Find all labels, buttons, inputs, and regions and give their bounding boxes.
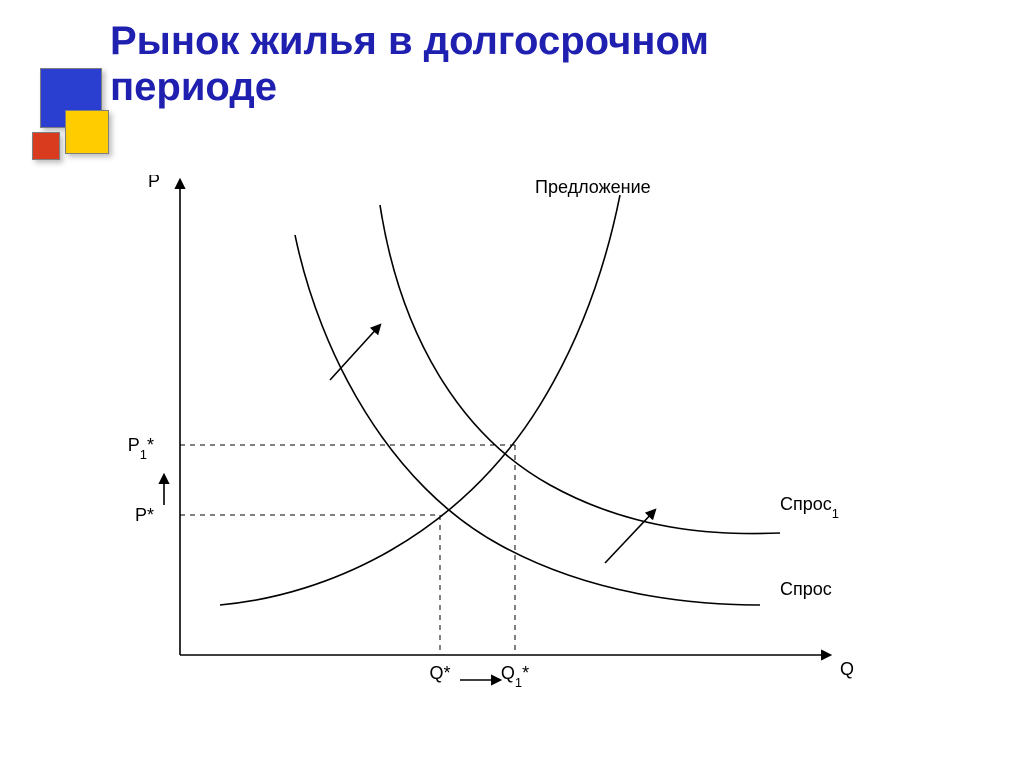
- demand1-curve: [380, 205, 780, 534]
- title-line2: периоде: [110, 65, 277, 109]
- y-axis-label: P: [148, 175, 160, 191]
- q1-star-label: Q1*: [501, 663, 529, 690]
- q-star-label: Q*: [429, 663, 450, 683]
- decor-red-square: [32, 132, 60, 160]
- p-star-label: P*: [135, 505, 154, 525]
- supply-demand-chart: P Q Предложение Спрос Спрос1 P* P1* Q* Q1*: [60, 175, 960, 735]
- decor-yellow-square: [65, 110, 109, 154]
- p1-star-label: P1*: [128, 435, 154, 462]
- title-line1: Рынок жилья в долгосрочном: [110, 19, 709, 63]
- slide: Рынок жилья в долгосрочном периоде P Q Пре…: [0, 0, 1024, 767]
- supply-curve: [220, 195, 620, 605]
- demand-shift-arrow-upper: [330, 325, 380, 380]
- demand1-label: Спрос1: [780, 494, 839, 521]
- x-axis-label: Q: [840, 659, 854, 679]
- supply-label: Предложение: [535, 177, 651, 197]
- demand-curve: [295, 235, 760, 605]
- slide-title: Рынок жилья в долгосрочном периоде: [110, 18, 709, 110]
- demand-label: Спрос: [780, 579, 832, 599]
